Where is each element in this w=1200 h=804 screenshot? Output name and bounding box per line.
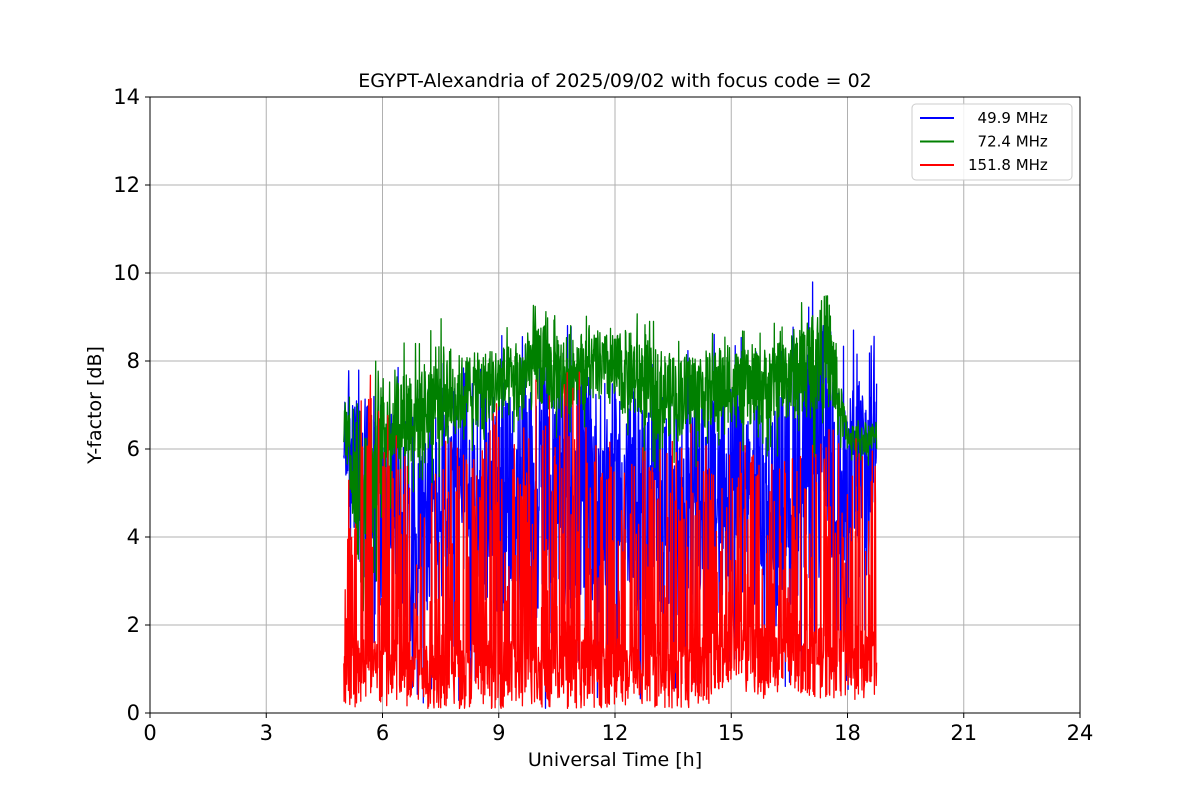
x-tick-label: 21 — [950, 721, 977, 745]
y-axis-label: Y-factor [dB] — [84, 346, 106, 465]
x-tick-label: 6 — [376, 721, 389, 745]
y-tick-label: 6 — [127, 437, 140, 461]
x-tick-label: 12 — [602, 721, 629, 745]
y-tick-label: 8 — [127, 349, 140, 373]
x-tick-label: 0 — [143, 721, 156, 745]
legend: 49.9 MHz 72.4 MHz 151.8 MHz — [911, 103, 1073, 181]
legend-label: 72.4 MHz — [968, 133, 1048, 151]
legend-label: 151.8 MHz — [968, 156, 1048, 174]
y-tick-label: 12 — [113, 173, 140, 197]
series-line-1 — [343, 295, 878, 612]
series-layer — [343, 281, 878, 710]
x-tick-label: 9 — [492, 721, 505, 745]
legend-label: 49.9 MHz — [968, 109, 1048, 127]
x-tick-label: 24 — [1067, 721, 1094, 745]
x-tick-label: 15 — [718, 721, 745, 745]
y-tick-label: 4 — [127, 525, 140, 549]
x-axis-label: Universal Time [h] — [528, 749, 702, 771]
chart-title: EGYPT-Alexandria of 2025/09/02 with focu… — [358, 70, 872, 92]
legend-box — [911, 103, 1073, 181]
y-tick-label: 0 — [127, 701, 140, 725]
y-tick-label: 14 — [113, 85, 140, 109]
x-tick-label: 18 — [834, 721, 861, 745]
x-tick-label: 3 — [260, 721, 273, 745]
y-tick-label: 10 — [113, 261, 140, 285]
y-tick-label: 2 — [127, 613, 140, 637]
series-line-2 — [343, 371, 878, 710]
